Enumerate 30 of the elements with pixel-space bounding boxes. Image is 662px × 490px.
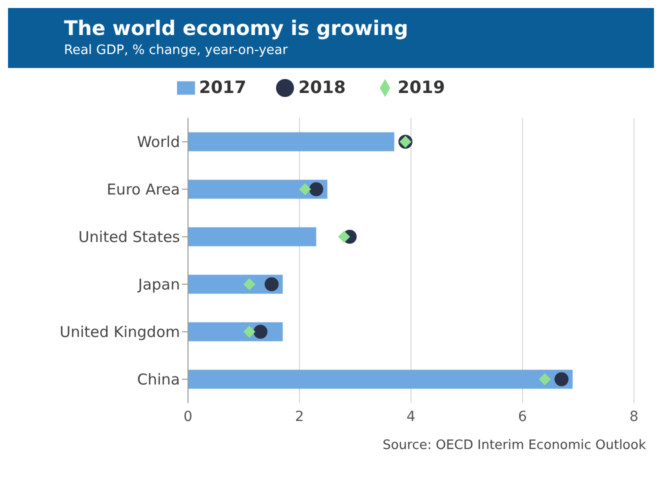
source-note: Source: OECD Interim Economic Outlook: [382, 438, 646, 453]
x-tick-label: 6: [518, 408, 528, 425]
point: [243, 326, 256, 338]
point: [538, 373, 551, 386]
bar: [188, 180, 328, 199]
bar: [188, 227, 316, 246]
y-tick-label: Euro Area: [106, 180, 180, 199]
point: [253, 324, 268, 339]
chart-subtitle: Real GDP, % change, year-on-year: [64, 43, 289, 58]
y-tick-label: China: [137, 370, 180, 389]
chart-title: The world economy is growing: [64, 16, 410, 40]
legend-label: 2019: [398, 78, 445, 98]
point: [338, 230, 350, 243]
point: [554, 372, 569, 386]
x-tick-label: 0: [184, 408, 192, 425]
y-tick-label: United Kingdom: [60, 323, 180, 342]
legend-label: 2018: [298, 78, 346, 98]
point: [243, 278, 256, 290]
x-tick-label: 4: [406, 408, 416, 425]
point: [309, 182, 324, 196]
point: [299, 183, 312, 196]
y-tick-label: World: [137, 133, 180, 152]
x-tick-label: 8: [630, 408, 638, 425]
legend-label: 2017: [199, 78, 246, 98]
bar: [188, 370, 573, 389]
bar: [188, 132, 394, 152]
y-tick-label: United States: [78, 228, 180, 246]
point: [264, 277, 279, 292]
x-tick-label: 2: [295, 408, 304, 425]
y-tick-label: Japan: [137, 276, 180, 294]
